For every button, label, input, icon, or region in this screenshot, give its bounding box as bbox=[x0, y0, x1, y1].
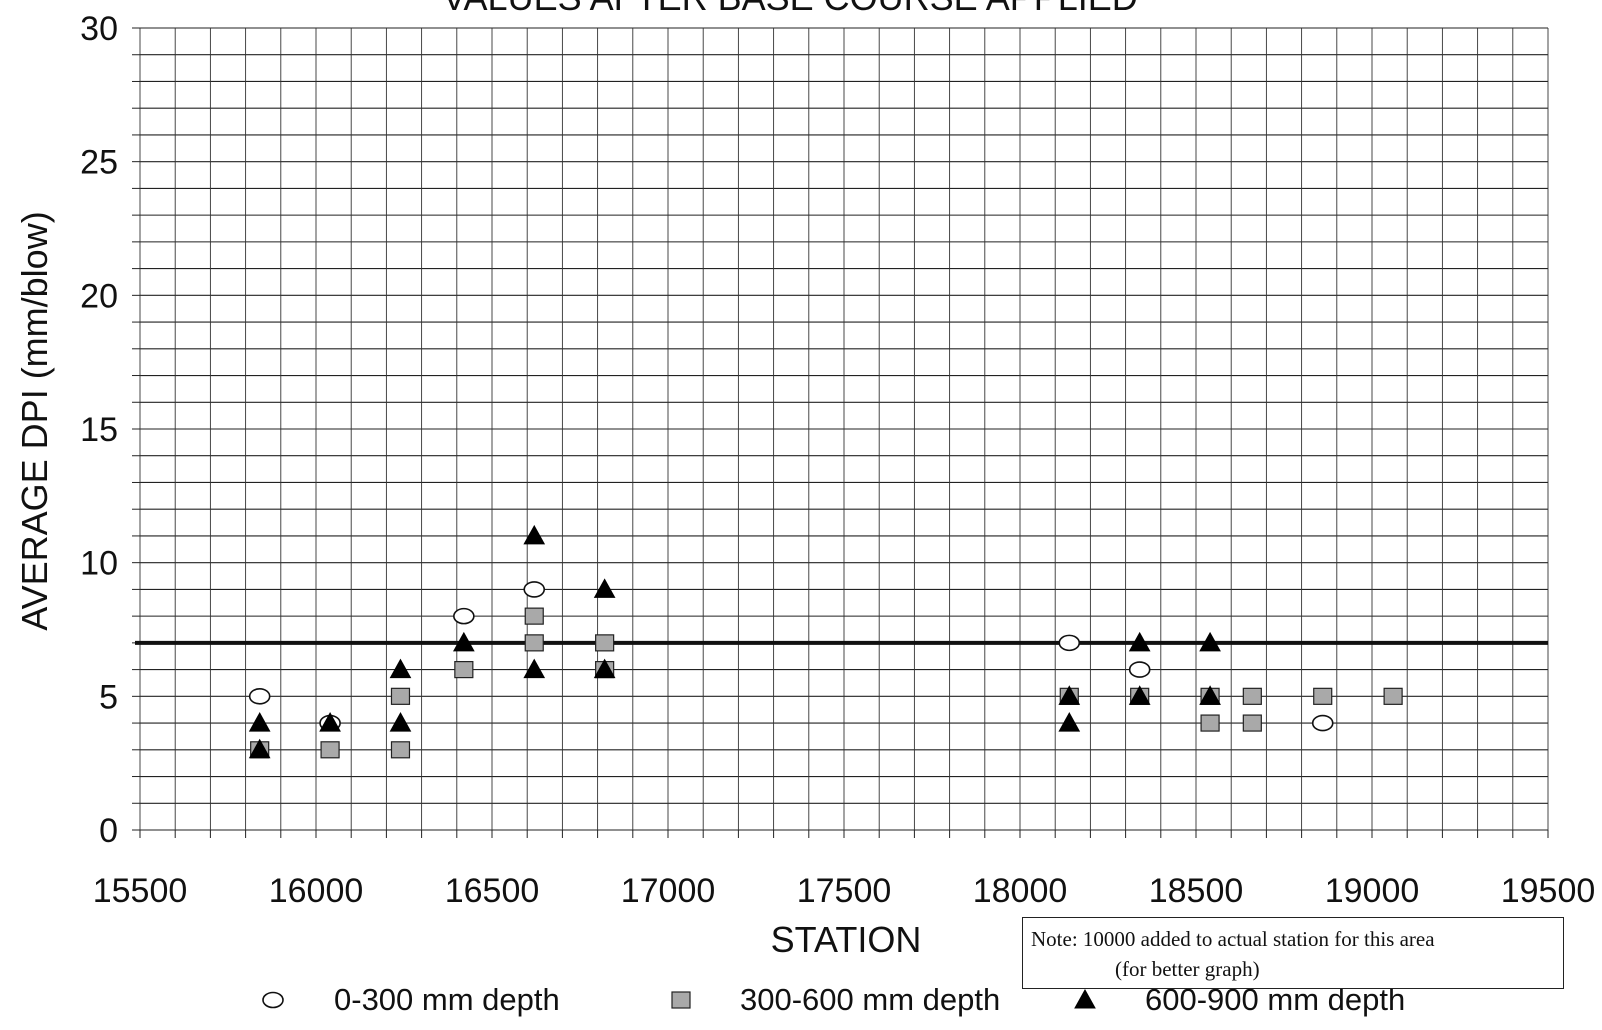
grid bbox=[132, 27, 1549, 838]
data-point bbox=[248, 738, 271, 759]
data-point bbox=[1242, 687, 1262, 705]
y-tick-label: 20 bbox=[80, 277, 118, 315]
data-point bbox=[523, 581, 546, 598]
note-box: Note: 10000 added to actual station for … bbox=[1022, 917, 1564, 989]
y-tick-label: 5 bbox=[99, 678, 118, 716]
data-point bbox=[1200, 714, 1220, 732]
data-point bbox=[248, 712, 271, 732]
data-point bbox=[1383, 687, 1403, 705]
legend-label: 300-600 mm depth bbox=[740, 982, 1000, 1017]
data-point bbox=[1128, 631, 1151, 652]
data-point bbox=[454, 660, 474, 679]
data-point bbox=[452, 631, 475, 652]
data-point bbox=[595, 634, 615, 652]
x-tick-label: 15500 bbox=[93, 872, 188, 910]
x-axis-title: STATION bbox=[771, 919, 922, 960]
data-points bbox=[248, 524, 1403, 759]
x-tick-label: 18500 bbox=[1149, 872, 1244, 910]
y-tick-label: 25 bbox=[80, 144, 118, 182]
series-3 bbox=[248, 524, 1221, 759]
data-point bbox=[1199, 631, 1221, 652]
data-point bbox=[389, 712, 412, 732]
data-point bbox=[1058, 634, 1081, 652]
data-point bbox=[320, 741, 340, 759]
legend-marker bbox=[671, 991, 691, 1009]
data-point bbox=[523, 658, 546, 679]
x-tick-label: 18000 bbox=[973, 872, 1068, 910]
series-1 bbox=[248, 581, 1334, 732]
series-2 bbox=[250, 607, 1403, 759]
y-tick-label: 10 bbox=[80, 545, 118, 583]
chart-title: VALUES AFTER BASE COURSE APPLIED bbox=[442, 0, 1138, 18]
data-point bbox=[319, 712, 341, 732]
data-point bbox=[389, 658, 412, 679]
legend-item: 300-600 mm depth bbox=[671, 982, 1000, 1017]
y-tick-label: 30 bbox=[80, 10, 118, 48]
legend-item: 0-300 mm depth bbox=[262, 982, 560, 1017]
data-point bbox=[1058, 685, 1081, 705]
data-point bbox=[248, 688, 271, 705]
data-point bbox=[523, 524, 546, 545]
note-line-1: Note: 10000 added to actual station for … bbox=[1031, 927, 1435, 951]
x-tick-label: 19000 bbox=[1325, 872, 1420, 910]
x-tick-label: 19500 bbox=[1501, 872, 1596, 910]
y-tick-label: 0 bbox=[99, 812, 118, 850]
x-tick-labels: 15500 16000 16500 17000 17500 18000 18500 19000… bbox=[93, 872, 1596, 910]
note-line-2: (for better graph) bbox=[1115, 957, 1260, 981]
data-point bbox=[524, 634, 544, 652]
legend-marker bbox=[1074, 988, 1096, 1009]
data-point bbox=[1311, 714, 1334, 732]
x-tick-label: 16500 bbox=[445, 872, 540, 910]
data-point bbox=[1199, 685, 1221, 705]
data-point bbox=[1242, 714, 1262, 732]
data-point bbox=[453, 607, 475, 625]
legend-label: 0-300 mm depth bbox=[334, 982, 560, 1017]
data-point bbox=[1313, 687, 1333, 705]
legend-marker bbox=[262, 991, 284, 1009]
data-point bbox=[1128, 661, 1151, 678]
data-point bbox=[593, 658, 616, 679]
data-point bbox=[390, 687, 411, 705]
y-axis-title: AVERAGE DPI (mm/blow) bbox=[14, 211, 55, 630]
data-point bbox=[1128, 685, 1151, 705]
x-tick-label: 17000 bbox=[621, 872, 716, 910]
data-point bbox=[390, 741, 411, 759]
y-tick-label: 15 bbox=[80, 411, 118, 449]
data-point bbox=[1058, 712, 1081, 732]
data-point bbox=[593, 578, 616, 598]
x-tick-label: 16000 bbox=[269, 872, 364, 910]
x-tick-label: 17500 bbox=[797, 872, 892, 910]
data-point bbox=[524, 607, 544, 625]
y-tick-labels: 0 5 10 15 20 25 30 bbox=[80, 10, 118, 850]
